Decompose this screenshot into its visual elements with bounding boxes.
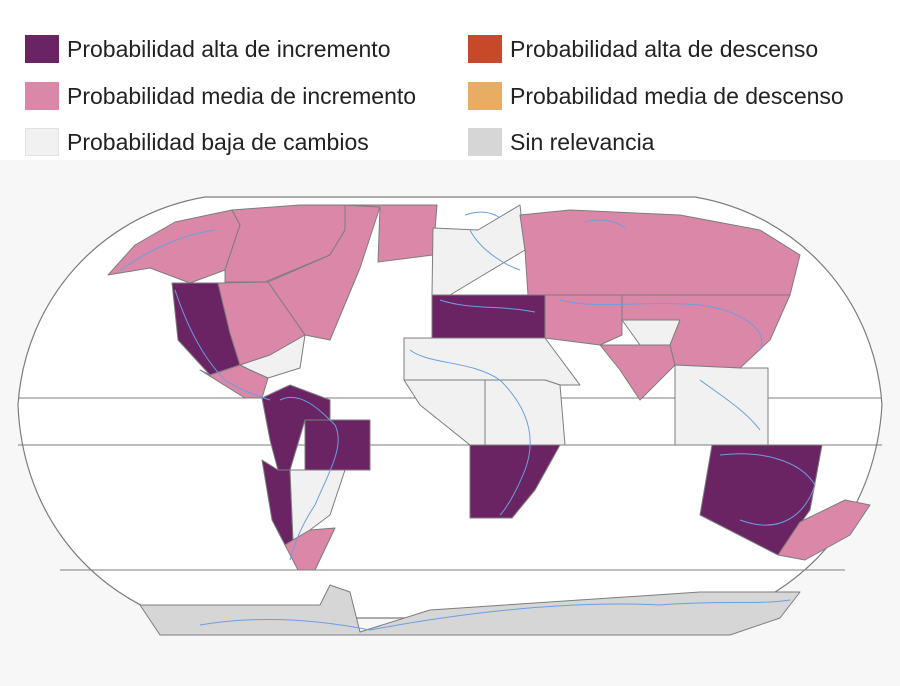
map-region-canada-west (224, 204, 346, 283)
legend-item-high-increase: Probabilidad alta de incremento (25, 34, 390, 64)
coastline (559, 299, 816, 526)
legend-item-high-decrease: Probabilidad alta de descenso (468, 34, 818, 64)
legend-swatch (468, 128, 502, 156)
map-region-mediterranean (431, 294, 546, 339)
map-region-new-zealand (777, 499, 871, 561)
legend-label: Probabilidad media de incremento (67, 82, 417, 109)
legend-label: Probabilidad baja de cambios (67, 128, 369, 155)
map-region-southern-africa (469, 444, 561, 519)
legend-label: Probabilidad alta de incremento (67, 35, 391, 62)
legend-label: Probabilidad media de descenso (510, 82, 844, 109)
legend-label: Sin relevancia (510, 128, 655, 155)
map-region-central-asia (544, 294, 623, 346)
map-region-northern-asia (519, 209, 801, 296)
coastline (409, 229, 536, 516)
legend: Probabilidad alta de incremento Probabil… (0, 0, 900, 168)
map-region-greenland (344, 204, 438, 263)
coastline (464, 211, 626, 229)
map-region-south-east-asia (674, 364, 769, 446)
legend-swatch (25, 128, 59, 156)
coastline (119, 229, 339, 561)
coastline (199, 599, 791, 631)
map-region-antarctica (139, 584, 801, 636)
legend-item-medium-increase: Probabilidad media de incremento (25, 81, 416, 111)
legend-swatch (468, 35, 502, 63)
legend-item-medium-decrease: Probabilidad media de descenso (468, 81, 844, 111)
world-map (0, 160, 900, 686)
world-map-svg (17, 196, 883, 636)
legend-item-not-relevant: Sin relevancia (468, 127, 654, 157)
map-region-south-eastern-south-america (289, 469, 346, 541)
legend-swatch (25, 82, 59, 110)
legend-label: Probabilidad alta de descenso (510, 35, 819, 62)
legend-swatch (468, 82, 502, 110)
legend-item-low-change: Probabilidad baja de cambios (25, 127, 369, 157)
map-region-east-africa (484, 379, 566, 446)
map-region-central-america (199, 364, 269, 399)
legend-swatch (25, 35, 59, 63)
